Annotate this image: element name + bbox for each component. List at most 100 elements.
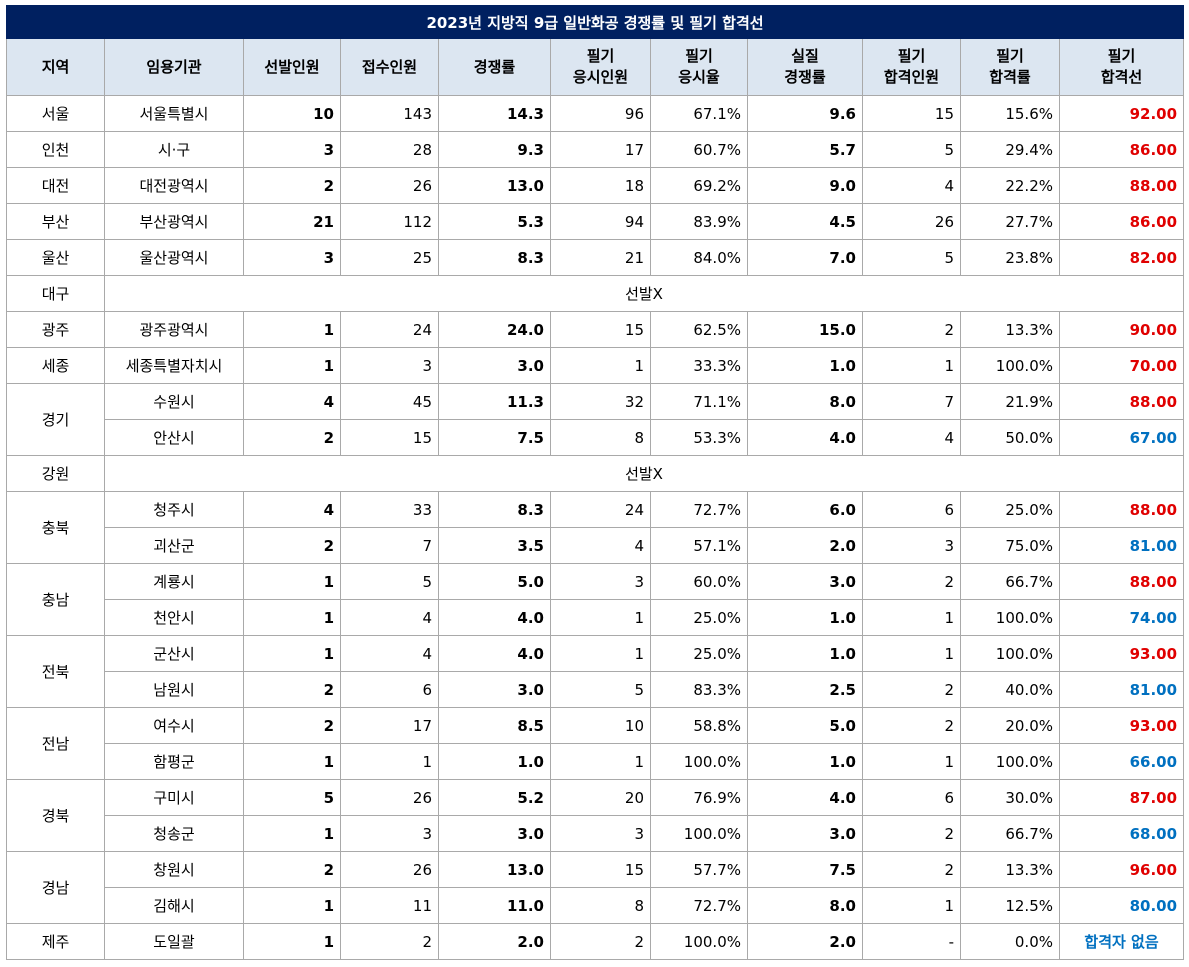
agency-cell: 구미시: [104, 779, 244, 816]
cutoff-cell: 74.00: [1058, 599, 1185, 636]
exam-taken-cell: 1: [550, 599, 651, 636]
selected-cell: 4: [243, 383, 341, 420]
cutoff-cell: 92.00: [1058, 95, 1185, 132]
table-row: 괴산군 2 7 3.5 4 57.1% 2.0 3 75.0% 81.00: [7, 527, 1185, 564]
pass-rate-cell: 66.7%: [960, 815, 1060, 852]
table-row: 인천 시·구 3 28 9.3 17 60.7% 5.7 5 29.4% 86.00: [6, 131, 1185, 168]
real-ratio-cell: 1.0: [747, 347, 863, 384]
exam-rate-cell: 72.7%: [650, 491, 748, 528]
exam-taken-cell: 96: [550, 95, 651, 132]
selected-cell: 1: [243, 743, 341, 780]
exam-rate-cell: 71.1%: [650, 383, 748, 420]
ratio-cell: 3.0: [438, 815, 551, 852]
region-cell: 대전: [6, 167, 105, 204]
exam-taken-cell: 32: [550, 383, 651, 420]
passed-cell: 1: [862, 743, 961, 780]
ratio-cell: 9.3: [438, 131, 551, 168]
ratio-cell: 1.0: [438, 743, 551, 780]
pass-rate-cell: 75.0%: [960, 527, 1060, 564]
selected-cell: 10: [243, 95, 341, 132]
region-cell: 전북: [6, 635, 105, 708]
cutoff-cell: 81.00: [1058, 527, 1185, 564]
exam-rate-cell: 62.5%: [650, 311, 748, 348]
real-ratio-cell: 4.5: [747, 203, 863, 240]
table-row: 경남 창원시 2 26 13.0 15 57.7% 7.5 2 13.3% 96.00: [6, 851, 1185, 924]
region-cell: 충북: [6, 491, 105, 564]
passed-cell: 6: [862, 491, 961, 528]
cutoff-cell: 82.00: [1058, 239, 1185, 276]
exam-taken-cell: 8: [550, 419, 651, 456]
header-exam-taken: 필기 응시인원: [550, 38, 651, 96]
agency-cell: 괴산군: [104, 527, 244, 564]
exam-taken-cell: 1: [550, 347, 651, 384]
passed-cell: 3: [862, 527, 961, 564]
region-cell: 서울: [6, 95, 105, 132]
exam-rate-cell: 33.3%: [650, 347, 748, 384]
pass-rate-cell: 22.2%: [960, 167, 1060, 204]
selected-cell: 1: [243, 923, 341, 960]
applied-cell: 25: [340, 239, 439, 276]
exam-rate-cell: 72.7%: [650, 887, 748, 924]
pass-rate-cell: 100.0%: [960, 635, 1060, 672]
applied-cell: 2: [340, 923, 439, 960]
pass-rate-cell: 66.7%: [960, 563, 1060, 600]
pass-rate-cell: 13.3%: [960, 311, 1060, 348]
selected-cell: 2: [243, 167, 341, 204]
agency-cell: 도일괄: [104, 923, 244, 960]
exam-taken-cell: 20: [550, 779, 651, 816]
selected-cell: 1: [243, 563, 341, 600]
pass-rate-cell: 21.9%: [960, 383, 1060, 420]
table-title: 2023년 지방직 9급 일반화공 경쟁률 및 필기 합격선: [5, 5, 1185, 39]
exam-taken-cell: 3: [550, 815, 651, 852]
region-cell: 경남: [6, 851, 105, 924]
exam-taken-cell: 1: [550, 635, 651, 672]
pass-rate-cell: 30.0%: [960, 779, 1060, 816]
competition-table: 2023년 지방직 9급 일반화공 경쟁률 및 필기 합격선 지역 임용기관 선발인…: [5, 5, 1185, 960]
real-ratio-cell: 2.5: [747, 671, 863, 708]
exam-rate-cell: 60.7%: [650, 131, 748, 168]
cutoff-cell: 67.00: [1058, 419, 1185, 456]
header-ratio: 경쟁률: [438, 38, 551, 96]
pass-rate-cell: 15.6%: [960, 95, 1060, 132]
passed-cell: 15: [862, 95, 961, 132]
region-cell: 경기: [6, 383, 105, 456]
real-ratio-cell: 8.0: [747, 383, 863, 420]
exam-rate-cell: 76.9%: [650, 779, 748, 816]
selected-cell: 21: [243, 203, 341, 240]
exam-rate-cell: 84.0%: [650, 239, 748, 276]
agency-cell: 광주광역시: [104, 311, 244, 348]
applied-cell: 5: [340, 563, 439, 600]
cutoff-cell: 80.00: [1058, 887, 1185, 924]
table-row: 세종 세종특별자치시 1 3 3.0 1 33.3% 1.0 1 100.0% 70.00: [6, 347, 1185, 384]
ratio-cell: 8.3: [438, 491, 551, 528]
region-cell: 강원: [6, 455, 105, 492]
region-cell: 제주: [6, 923, 105, 960]
applied-cell: 33: [340, 491, 439, 528]
cutoff-cell: 88.00: [1058, 563, 1185, 600]
no-selection-cell: 선발X: [103, 455, 1185, 492]
cutoff-cell: 88.00: [1058, 167, 1185, 204]
applied-cell: 4: [340, 635, 439, 672]
exam-taken-cell: 8: [550, 887, 651, 924]
table-row: 울산 울산광역시 3 25 8.3 21 84.0% 7.0 5 23.8% 82.00: [6, 239, 1185, 276]
agency-cell: 안산시: [104, 419, 244, 456]
agency-cell: 부산광역시: [104, 203, 244, 240]
real-ratio-cell: 4.0: [747, 779, 863, 816]
region-cell: 광주: [6, 311, 105, 348]
pass-rate-cell: 13.3%: [960, 851, 1060, 888]
pass-rate-cell: 29.4%: [960, 131, 1060, 168]
region-cell: 울산: [6, 239, 105, 276]
agency-cell: 청송군: [104, 815, 244, 852]
real-ratio-cell: 1.0: [747, 743, 863, 780]
ratio-cell: 3.0: [438, 347, 551, 384]
pass-rate-cell: 100.0%: [960, 599, 1060, 636]
passed-cell: 4: [862, 167, 961, 204]
header-region: 지역: [6, 38, 105, 96]
passed-cell: 2: [862, 851, 961, 888]
pass-rate-cell: 50.0%: [960, 419, 1060, 456]
real-ratio-cell: 7.5: [747, 851, 863, 888]
exam-taken-cell: 2: [550, 923, 651, 960]
selected-cell: 5: [243, 779, 341, 816]
header-applied: 접수인원: [340, 38, 439, 96]
region-cell: 대구: [6, 275, 105, 312]
